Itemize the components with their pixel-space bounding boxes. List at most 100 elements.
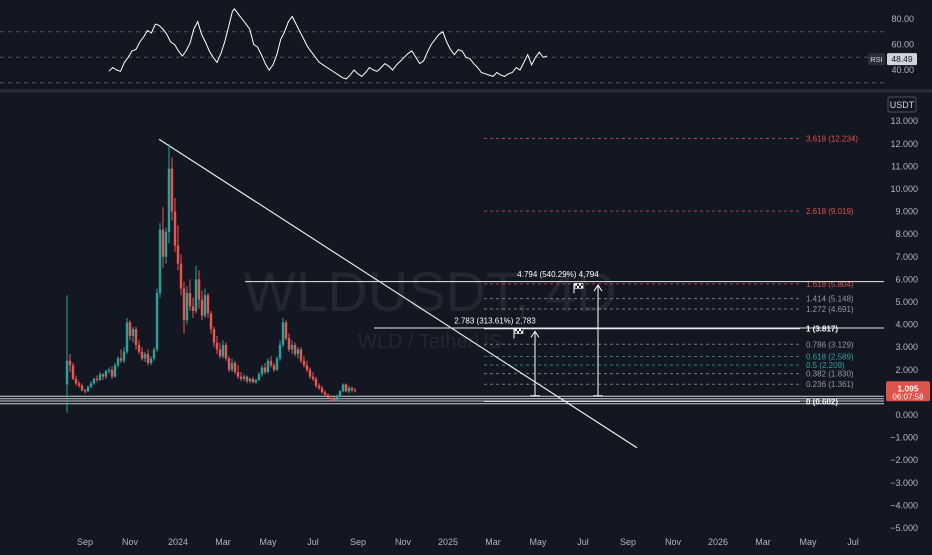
candle-body[interactable] [347,387,351,392]
candle-body[interactable] [152,349,156,359]
candle-body[interactable] [296,349,300,354]
candle-body[interactable] [299,349,303,361]
candle-body[interactable] [209,313,213,330]
candle-body[interactable] [338,391,342,396]
candle-body[interactable] [266,360,270,373]
candle-body[interactable] [185,292,189,321]
candle-body[interactable] [119,358,123,361]
candle-body[interactable] [305,365,309,370]
candle-body[interactable] [101,374,105,377]
candle-body[interactable] [275,358,279,370]
candle-body[interactable] [128,322,132,336]
candle-body[interactable] [107,369,111,371]
candle-body[interactable] [113,365,117,377]
candle-body[interactable] [146,353,150,364]
candle-body[interactable] [164,231,168,257]
candle-body[interactable] [197,279,201,300]
rsi-pane[interactable]: 80.00 60.00 40.00 RSI 48.49 [0,7,917,84]
candle-body[interactable] [212,329,216,343]
candle-body[interactable] [284,322,288,339]
candle-body[interactable] [134,329,138,345]
candle-body[interactable] [83,390,87,392]
candle-body[interactable] [122,351,126,361]
candle-body[interactable] [350,387,354,391]
candle-body[interactable] [170,168,174,212]
candle-body[interactable] [68,360,72,366]
candle-body[interactable] [323,392,327,395]
candle-body[interactable] [263,367,267,373]
candle-body[interactable] [332,399,336,401]
candle-body[interactable] [155,292,159,350]
candle-body[interactable] [221,344,225,357]
candle-body[interactable] [227,358,231,370]
candle-body[interactable] [272,365,276,370]
candle-body[interactable] [188,292,192,307]
candle-body[interactable] [158,229,162,293]
rsi-line[interactable] [108,7,548,80]
candle-body[interactable] [311,376,315,379]
candle-body[interactable] [269,360,273,366]
candle-body[interactable] [182,288,186,321]
candle-body[interactable] [215,342,219,350]
candle-body[interactable] [326,394,330,399]
candle-body[interactable] [224,344,228,359]
candle-body[interactable] [173,211,177,246]
candle-body[interactable] [281,322,285,345]
candle-body[interactable] [293,344,297,354]
candle-body[interactable] [317,385,321,388]
candle-body[interactable] [98,374,102,380]
candle-body[interactable] [194,279,198,312]
candle-body[interactable] [116,358,120,366]
candle-body[interactable] [125,322,129,352]
candle-body[interactable] [149,358,153,364]
candle-body[interactable] [278,344,282,359]
candle-body[interactable] [95,378,99,380]
candle-body[interactable] [65,360,69,385]
candle-body[interactable] [80,385,84,391]
candle-body[interactable] [92,378,96,384]
candle-body[interactable] [140,351,144,359]
candle-body[interactable] [71,365,75,379]
candle-body[interactable] [233,363,237,373]
candle-body[interactable] [200,299,204,316]
candle-body[interactable] [86,386,90,392]
currency-badge[interactable] [887,96,917,113]
candle-body[interactable] [206,295,210,314]
candle-body[interactable] [239,376,243,379]
main-pane[interactable]: WLDUSDT, 4D WLD / TetherUS 13.000 12.000 1… [0,116,930,547]
candle-body[interactable] [335,395,339,401]
trendline[interactable] [158,138,638,449]
flag-icon[interactable] [574,283,584,289]
candle-body[interactable] [161,229,165,257]
candle-body[interactable] [251,378,255,383]
candle-body[interactable] [314,378,318,386]
candle-body[interactable] [248,378,252,382]
candle-body[interactable] [308,369,312,377]
candle-body[interactable] [110,369,114,377]
candle-body[interactable] [254,379,258,383]
candle-body[interactable] [176,245,180,264]
candle-body[interactable] [137,344,141,352]
candle-body[interactable] [143,353,147,359]
candle-body[interactable] [179,263,183,289]
candle-body[interactable] [203,295,207,316]
last-price-badge[interactable] [886,381,930,402]
candle-body[interactable] [218,349,222,357]
candle-body[interactable] [353,390,357,392]
candle-body[interactable] [191,306,195,312]
candle-body[interactable] [344,384,348,392]
candle-body[interactable] [290,344,294,350]
candle-body[interactable] [260,367,264,375]
flag-icon[interactable] [514,328,524,334]
candle-body[interactable] [341,384,345,392]
candle-body[interactable] [287,338,291,350]
candle-body[interactable] [77,383,81,386]
candle-body[interactable] [302,360,306,366]
candle-body[interactable] [89,383,93,387]
candle-body[interactable] [329,398,333,400]
candle-body[interactable] [257,374,261,380]
candle-body[interactable] [131,329,135,336]
candle-body[interactable] [74,378,78,384]
